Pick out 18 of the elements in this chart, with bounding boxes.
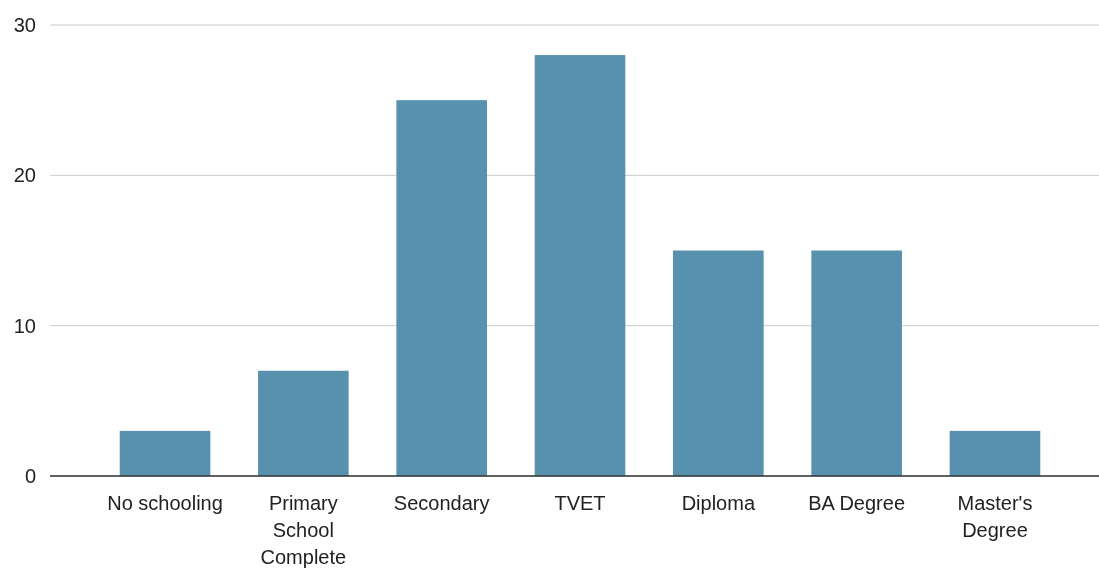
y-tick-label: 20 [13, 164, 36, 187]
bar [811, 250, 902, 476]
x-tick-label: Primary School Complete [260, 492, 347, 568]
x-tick-label: Diploma [681, 492, 756, 514]
y-tick-label: 10 [13, 314, 36, 337]
bar [396, 100, 487, 476]
bar [673, 250, 764, 476]
y-tick-label: 0 [24, 465, 36, 487]
x-tick-label: Master's Degree [957, 492, 1033, 541]
y-tick-label: 30 [13, 14, 36, 36]
bar [534, 55, 626, 476]
bar [119, 430, 211, 476]
bar [258, 370, 349, 476]
bar [949, 430, 1041, 476]
x-tick-label: Secondary [393, 492, 490, 514]
x-tick-label: TVET [554, 492, 606, 514]
x-tick-label: No schooling [107, 492, 223, 514]
x-tick-label: BA Degree [808, 492, 906, 514]
